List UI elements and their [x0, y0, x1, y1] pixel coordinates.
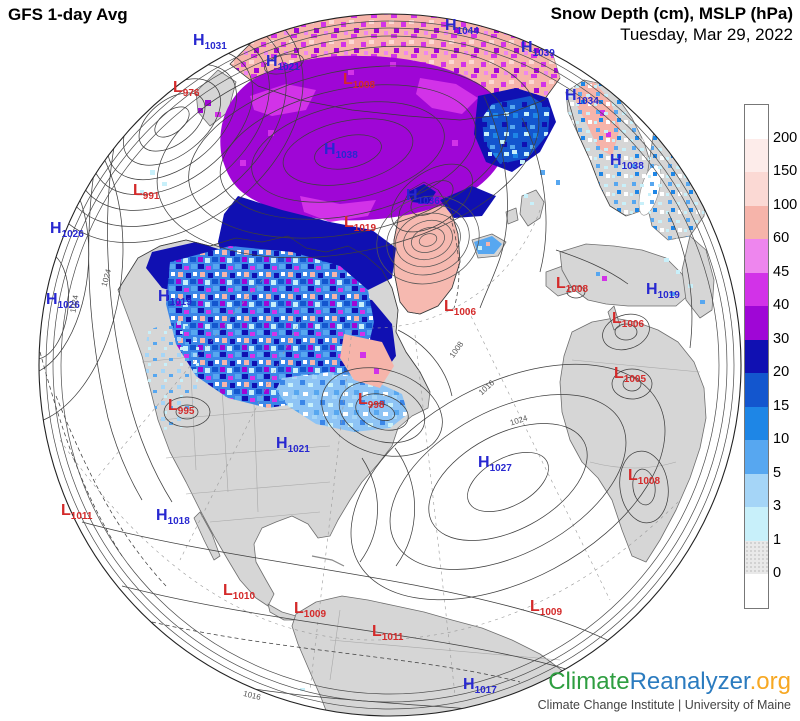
snow-rockies-specks [144, 318, 202, 430]
colorbar-segment [745, 205, 768, 240]
map-title-block: Snow Depth (cm), MSLP (hPa) Tuesday, Mar… [551, 3, 793, 45]
colorbar-tick-label: 15 [773, 397, 790, 414]
pressure-label-h-1019: H1019 [158, 288, 192, 308]
pressure-label-h-1021: H1021 [266, 53, 300, 73]
pressure-label-h-1036: H1036 [406, 187, 440, 207]
pressure-label-h-1031: H1031 [193, 32, 227, 52]
snow-quebec-pink [340, 334, 394, 388]
colorbar-segment [745, 406, 768, 441]
model-title: GFS 1-day Avg [8, 5, 128, 24]
pressure-label-l-1011: L1011 [61, 502, 93, 522]
colorbar-segment [745, 473, 768, 508]
colorbar-segment [745, 339, 768, 374]
colorbar-segment [745, 507, 768, 541]
graticule [59, 209, 681, 696]
contours-greenland-rings [376, 195, 480, 285]
colorbar-segment [745, 105, 768, 139]
colorbar-segment [745, 574, 768, 608]
pressure-label-h-1044: H1044 [445, 17, 479, 37]
snow-barents-mottle [482, 96, 550, 164]
colorbar-segment [745, 138, 768, 173]
pressure-label-h-1026: H1026 [50, 220, 84, 240]
colorbar-tick-label: 45 [773, 263, 790, 280]
pressure-label-h-1019: H1019 [646, 281, 680, 301]
globe-limb [38, 13, 742, 717]
pressure-label-h-1038: H1038 [610, 152, 644, 172]
pressure-label-h-1034: H1034 [565, 87, 599, 107]
pressure-label-l-1009: L1009 [530, 598, 563, 618]
land-europe [559, 243, 691, 307]
colorbar-segment [745, 172, 768, 206]
contours-atlantic-high [350, 363, 666, 601]
colorbar-tick-label: 3 [773, 498, 782, 515]
map-title: Snow Depth (cm), MSLP (hPa) [550, 4, 793, 23]
colorbar-tick-label: 1 [773, 531, 782, 548]
snow-scandinavia-specks [566, 80, 654, 216]
pressure-label-l-1006: L1006 [444, 298, 477, 318]
colorbar-tick-label: 10 [773, 431, 790, 448]
colorbar-tick-label: 0 [773, 565, 782, 582]
pressure-label-l-998: L998 [358, 391, 385, 411]
snow-canada-mottle [166, 246, 374, 408]
pressure-label-h-1038: H1038 [324, 141, 358, 161]
brand-part: Climate [548, 668, 630, 695]
colorbar-segment [745, 540, 768, 575]
pressure-label-l-1008: L1008 [556, 275, 589, 295]
land-uk [519, 189, 545, 227]
colorbar-tick-label: 20 [773, 364, 790, 381]
land-south-america [291, 595, 587, 716]
pressure-label-l-1008: L1008 [343, 71, 376, 91]
colorbar-segment [745, 440, 768, 474]
colorbar-tick-label: 150 [773, 163, 798, 180]
pressure-label-l-1005: L1005 [614, 365, 647, 385]
colorbar-segment [745, 306, 768, 340]
colorbar-segment [745, 373, 768, 407]
map-date: Tuesday, Mar 29, 2022 [620, 25, 793, 44]
colorbar-tick-label: 60 [773, 230, 790, 247]
caribbean-islands [311, 555, 345, 567]
colorbar-segment [745, 239, 768, 273]
limb-contours [45, 20, 735, 710]
pressure-label-l-1019: L1019 [344, 214, 377, 234]
pressure-label-l-1009: L1009 [294, 600, 327, 620]
land-italy [607, 305, 621, 331]
pressure-label-h-1027: H1027 [478, 454, 512, 474]
contours-arctic-high [156, 45, 540, 259]
pressure-label-h-1021: H1021 [276, 435, 310, 455]
pressure-label-l-1008: L1008 [628, 467, 661, 487]
snow-greatlakes-blue [276, 372, 408, 432]
colorbar-segment [745, 272, 768, 307]
pressure-label-l-991: L991 [133, 182, 160, 202]
colorbar-tick-label: 40 [773, 297, 790, 314]
snow-nw-russia-specks [646, 130, 706, 240]
land-east-europe-limb [681, 235, 715, 319]
brand-logo: ClimateReanalyzer.org [548, 668, 791, 695]
pressure-label-l-1006: L1006 [612, 310, 645, 330]
colorbar-tick-label: 100 [773, 196, 798, 213]
colorbar-segments [745, 105, 768, 608]
snow-depth-fields [140, 14, 706, 691]
pressure-label-h-1017: H1017 [463, 676, 497, 696]
colorbar [744, 104, 769, 609]
land-baja [193, 511, 221, 561]
brand-part: .org [749, 668, 791, 695]
pressure-label-h-1026: H1026 [46, 291, 80, 311]
colorbar-tick-label: 30 [773, 330, 790, 347]
snow-cyan-specks [140, 140, 693, 691]
colorbar-tick-label: 200 [773, 129, 798, 146]
colorbar-tick-label: 5 [773, 464, 782, 481]
snow-alps [602, 276, 607, 281]
pressure-label-l-976: L976 [173, 79, 200, 99]
pressure-label-l-1010: L1010 [223, 582, 256, 602]
pressure-label-h-1039: H1039 [521, 39, 555, 59]
institute-credit: Climate Change Institute | University of… [537, 698, 791, 712]
pressure-label-h-1018: H1018 [156, 507, 190, 527]
brand-part: Reanalyzer [629, 668, 750, 695]
colorbar-ticks: 200 150 100 60 45 40 30 20 15 10 5 3 1 0 [773, 104, 800, 607]
pressure-label-l-995: L995 [168, 397, 195, 417]
land-africa [559, 317, 707, 563]
pressure-label-l-1011: L1011 [372, 623, 404, 643]
